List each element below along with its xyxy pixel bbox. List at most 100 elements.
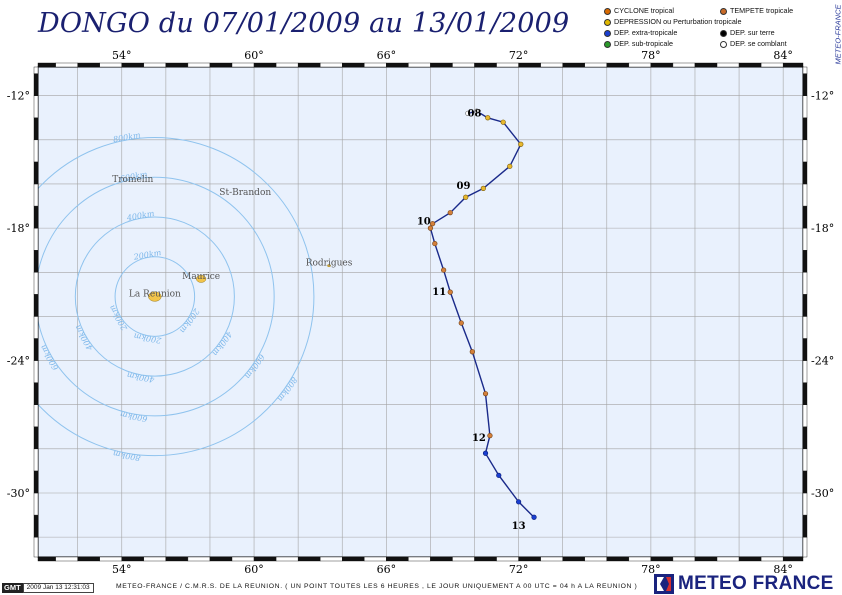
lon-tick-label-bottom: 60° xyxy=(244,563,264,576)
frame-segment xyxy=(802,338,808,361)
frame-segment xyxy=(33,536,39,558)
range-ring xyxy=(114,256,196,337)
track-point xyxy=(463,194,469,200)
frame-segment xyxy=(319,556,343,562)
lon-tick-label-bottom: 72° xyxy=(509,563,529,576)
range-ring xyxy=(38,137,315,457)
frame-segment xyxy=(606,62,630,68)
frame-segment xyxy=(33,316,39,339)
frame-segment xyxy=(802,95,808,118)
frame-segment xyxy=(33,227,39,251)
track-point xyxy=(458,320,464,326)
frame-segment xyxy=(496,62,519,68)
frame-segment xyxy=(33,183,39,207)
gmt-badge: GMT xyxy=(2,583,23,593)
frame-segment xyxy=(33,382,39,405)
frame-segment xyxy=(55,556,78,562)
frame-segment xyxy=(672,62,696,68)
frame-segment xyxy=(802,272,808,295)
frame-segment xyxy=(606,556,630,562)
place-label: St-Brandon xyxy=(219,188,271,198)
frame-segment xyxy=(802,161,808,185)
frame-segment xyxy=(694,556,718,562)
tempete-icon xyxy=(720,7,727,15)
lat-tick-label-left: -24° xyxy=(7,355,30,368)
frame-segment xyxy=(802,227,808,251)
frame-segment xyxy=(364,62,387,68)
frame-segment xyxy=(650,556,674,562)
frame-segment xyxy=(802,360,808,383)
legend-item-cyclone: CYCLONE tropical xyxy=(604,6,674,15)
frame-segment xyxy=(802,139,808,163)
frame-segment xyxy=(802,66,808,74)
map-title: DONGO du 07/01/2009 au 13/01/2009 xyxy=(38,8,570,39)
track-point xyxy=(447,289,453,295)
frame-segment xyxy=(33,404,39,427)
frame-segment xyxy=(33,294,39,317)
lon-tick-label-bottom: 78° xyxy=(641,563,661,576)
frame-segment xyxy=(802,249,808,273)
island-rodrigues xyxy=(327,264,331,268)
sub-tropicale-icon xyxy=(604,40,611,48)
frame-segment xyxy=(33,514,39,538)
depression-icon xyxy=(604,18,611,26)
track-point xyxy=(500,119,506,125)
track-point xyxy=(518,141,524,147)
frame-segment xyxy=(430,62,453,68)
frame-segment xyxy=(55,62,78,68)
frame-segment xyxy=(165,62,189,68)
frame-segment xyxy=(802,316,808,339)
track-point xyxy=(516,499,522,505)
frame-segment xyxy=(802,536,808,558)
frame-segment xyxy=(738,62,762,68)
frame-segment xyxy=(716,556,740,562)
place-label: Rodrigues xyxy=(306,259,353,269)
lat-tick-label-left: -18° xyxy=(7,222,30,235)
map-frame xyxy=(33,62,808,562)
track-point xyxy=(447,210,453,216)
frame-segment xyxy=(364,556,387,562)
island-la-reunion xyxy=(148,291,162,302)
range-ring xyxy=(38,176,275,417)
track-point xyxy=(487,433,493,439)
frame-segment xyxy=(209,556,233,562)
frame-segment xyxy=(187,62,211,68)
track-day-label: 08 xyxy=(468,108,482,119)
frame-segment xyxy=(143,62,167,68)
frame-segment xyxy=(496,556,519,562)
frame-segment xyxy=(802,470,808,494)
track-day-label: 11 xyxy=(432,287,446,298)
sur-terre-icon xyxy=(720,29,727,37)
lon-tick-label-top: 66° xyxy=(377,49,397,62)
frame-segment xyxy=(165,556,189,562)
frame-segment xyxy=(33,426,39,450)
track-day-label: 10 xyxy=(417,217,431,228)
grid xyxy=(38,67,803,557)
lon-tick-label-top: 60° xyxy=(244,49,264,62)
track-point xyxy=(427,225,434,231)
lon-tick-label-top: 78° xyxy=(641,49,661,62)
frame-segment xyxy=(540,556,563,562)
frame-segment xyxy=(672,556,696,562)
frame-segment xyxy=(121,62,145,68)
frame-segment xyxy=(342,62,365,68)
lon-tick-label-top: 72° xyxy=(509,49,529,62)
frame-segment xyxy=(386,62,409,68)
lat-tick-label-right: -24° xyxy=(811,355,834,368)
frame-segment xyxy=(430,556,453,562)
frame-segment xyxy=(77,62,100,68)
legend-item-sub-tropicale: DEP. sub-tropicale xyxy=(604,39,673,48)
lat-tick-label-right: -18° xyxy=(811,222,834,235)
meteo-france-logo: METEO FRANCE xyxy=(654,573,834,595)
frame-segment xyxy=(33,492,39,516)
frame-segment xyxy=(694,62,718,68)
frame-segment xyxy=(782,556,804,562)
lon-tick-label-top: 54° xyxy=(112,49,132,62)
frame-segment xyxy=(802,426,808,450)
track-point xyxy=(531,514,537,520)
frame-segment xyxy=(231,62,255,68)
track-point xyxy=(430,221,436,227)
track-point xyxy=(480,185,486,191)
ocean xyxy=(38,67,803,557)
